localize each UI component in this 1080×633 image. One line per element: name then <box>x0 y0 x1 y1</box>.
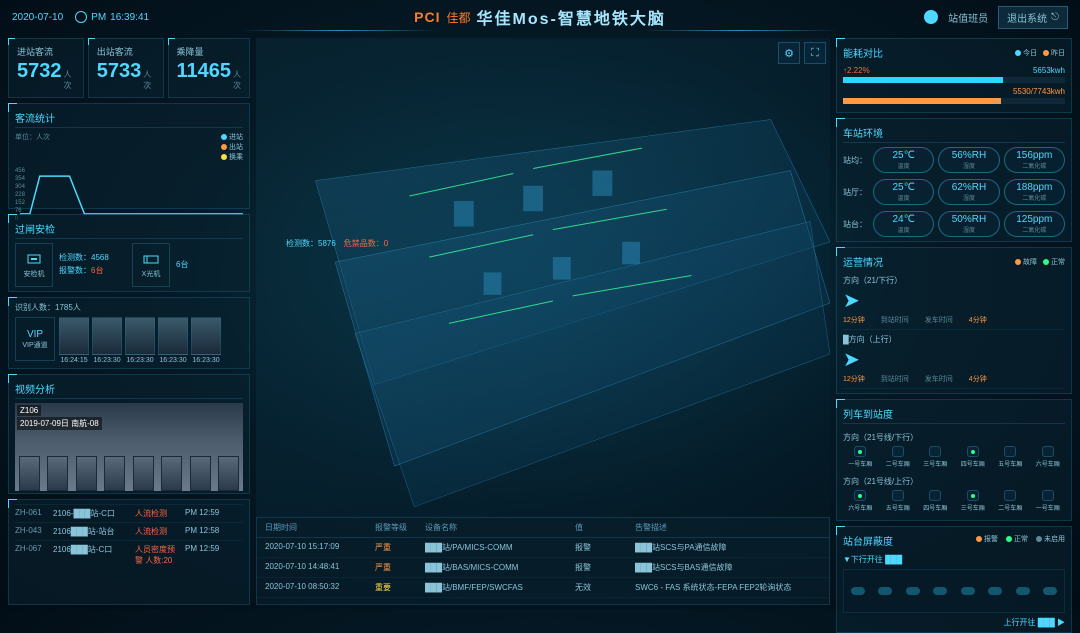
alert-list-panel: ZH-0612106-███站-C口人流检测PM 12:59ZH-0432106… <box>8 499 250 605</box>
time-display: PM 16:39:41 <box>75 11 149 23</box>
vip-face-list: 16:24:1516:23:3016:23:3016:23:3016:23:30 <box>59 317 243 364</box>
door-indicator <box>851 587 865 595</box>
train-schedule-panel: 列车到站度 方向（21号线/下行）一号车厢二号车厢三号车厢四号车厢五号车厢六号车… <box>836 399 1072 521</box>
header-title-group: PCI 佳都 华佳Mos-智慧地铁大脑 <box>414 5 666 29</box>
security-stats-1: 检测数：4568 报警数：6台 <box>59 252 126 278</box>
stat-row: 进站客流 5732人次 出站客流 5733人次 乘降量 11465人次 <box>8 38 250 98</box>
env-badge: 125ppm二氧化碳 <box>1004 211 1065 237</box>
stat-total: 乘降量 11465人次 <box>168 38 251 98</box>
direction-panel: 运营情况 故障正常 方向（21/下行）➤12分钟到站时间发车时间4分钟█方向（上… <box>836 247 1072 394</box>
train-direction: 方向（21号线/下行）一号车厢二号车厢三号车厢四号车厢五号车厢六号车厢 <box>843 428 1065 472</box>
env-row: 站厅：25℃温度62%RH湿度188ppm二氧化碳 <box>843 179 1065 205</box>
door-indicator <box>878 587 892 595</box>
env-row: 站均：25℃温度56%RH湿度156ppm二氧化碳 <box>843 147 1065 173</box>
energy-panel: 能耗对比 今日昨日 ↑2.22%5653kwh 5530/7743kwh <box>836 38 1072 113</box>
env-badge: 25℃温度 <box>873 147 934 173</box>
svg-text:304: 304 <box>15 184 26 190</box>
svg-text:354: 354 <box>15 176 26 182</box>
table-row[interactable]: 2020-07-10 14:48:41严重███站/BAS/MICS-COMM报… <box>257 558 829 578</box>
station-3d-view[interactable]: ⚙ ⛶ 检测数：5876 危禁品数：0 <box>256 38 830 517</box>
vip-channel-icon[interactable]: VIP VIP通道 <box>15 317 55 361</box>
environment-panel: 车站环境 站均：25℃温度56%RH湿度156ppm二氧化碳站厅：25℃温度62… <box>836 118 1072 242</box>
face-item[interactable]: 16:23:30 <box>125 317 155 364</box>
logout-icon: ⎋ <box>1051 12 1059 23</box>
env-badge: 62%RH湿度 <box>938 179 999 205</box>
train-direction: 方向（21号线/上行）六号车厢五号车厢四号车厢三号车厢二号车厢一号车厢 <box>843 472 1065 516</box>
env-badge: 56%RH湿度 <box>938 147 999 173</box>
svg-text:228: 228 <box>15 192 26 198</box>
header-left: 2020-07-10 PM 16:39:41 <box>12 11 149 23</box>
video-panel: 视频分析 Z106 2019-07-09日 南航-08 <box>8 374 250 494</box>
center-overlay-info: 检测数：5876 危禁品数：0 <box>286 238 388 249</box>
platform-door-viz <box>843 569 1065 613</box>
env-row: 站台：24℃温度50%RH湿度125ppm二氧化碳 <box>843 211 1065 237</box>
alarm-table: 日期时间报警等级设备名称值告警描述 2020-07-10 15:17:09严重█… <box>256 517 830 605</box>
direction-row: 方向（21/下行）➤12分钟到站时间发车时间4分钟 <box>843 271 1065 330</box>
header: 2020-07-10 PM 16:39:41 PCI 佳都 华佳Mos-智慧地铁… <box>0 0 1080 34</box>
face-item[interactable]: 16:23:30 <box>92 317 122 364</box>
flow-chart-panel: 客流统计 单位：人次 进站 出站 换乘 456354304228152760 <box>8 103 250 209</box>
clock-icon <box>75 11 87 23</box>
logo-sub: 佳都 <box>446 9 470 26</box>
right-column: 能耗对比 今日昨日 ↑2.22%5653kwh 5530/7743kwh 车站环… <box>836 38 1072 605</box>
security-panel: 过闸安检 安检机 检测数：4568 报警数：6台 X光机 6台 <box>8 214 250 292</box>
settings-icon[interactable]: ⚙ <box>778 42 800 64</box>
app-title: 华佳Mos-智慧地铁大脑 <box>477 5 666 29</box>
video-feed[interactable]: Z106 2019-07-09日 南航-08 <box>15 403 243 491</box>
env-badge: 50%RH湿度 <box>938 211 999 237</box>
fullscreen-icon[interactable]: ⛶ <box>804 42 826 64</box>
door-indicator <box>1043 587 1057 595</box>
alert-row[interactable]: ZH-0612106-███站-C口人流检测PM 12:59 <box>15 504 243 522</box>
stat-out: 出站客流 5733人次 <box>88 38 164 98</box>
platform-panel: 站台屏蔽度 报警正常未启用 ▼下行开往 ███ 上行开往 ███ ▶ <box>836 526 1072 633</box>
env-badge: 188ppm二氧化碳 <box>1004 179 1065 205</box>
logo: PCI <box>414 9 440 25</box>
door-indicator <box>933 587 947 595</box>
alert-row[interactable]: ZH-0672106███站-C口人员密度预警 人数:20PM 12:59 <box>15 540 243 569</box>
xray-machine-icon[interactable]: X光机 <box>132 243 170 287</box>
face-item[interactable]: 16:24:15 <box>59 317 89 364</box>
chart-legend: 单位：人次 进站 出站 换乘 <box>15 132 243 162</box>
logout-button[interactable]: 退出系统 ⎋ <box>998 6 1068 29</box>
env-badge: 25℃温度 <box>873 179 934 205</box>
door-indicator <box>1016 587 1030 595</box>
svg-text:76: 76 <box>15 208 22 214</box>
vip-panel: 识别人数：1785人 VIP VIP通道 16:24:1516:23:3016:… <box>8 297 250 369</box>
svg-text:456: 456 <box>15 168 26 174</box>
station-3d-svg <box>256 38 830 517</box>
header-decoration <box>240 30 840 38</box>
table-row[interactable]: 2020-07-10 15:17:09严重███站/PA/MICS-COMM报警… <box>257 538 829 558</box>
env-badge: 156ppm二氧化碳 <box>1004 147 1065 173</box>
door-indicator <box>961 587 975 595</box>
date-display: 2020-07-10 <box>12 12 63 23</box>
left-column: 进站客流 5732人次 出站客流 5733人次 乘降量 11465人次 客流统计… <box>8 38 250 605</box>
security-machine-icon[interactable]: 安检机 <box>15 243 53 287</box>
door-indicator <box>906 587 920 595</box>
env-badge: 24℃温度 <box>873 211 934 237</box>
table-row[interactable]: 2020-07-10 08:50:32重要███站/BMF/FEP/SWCFAS… <box>257 578 829 598</box>
user-avatar-icon[interactable] <box>924 10 938 24</box>
stat-in: 进站客流 5732人次 <box>8 38 84 98</box>
face-item[interactable]: 16:23:30 <box>158 317 188 364</box>
door-indicator <box>988 587 1002 595</box>
alert-row[interactable]: ZH-0432106███站-站台人流检测PM 12:58 <box>15 522 243 540</box>
security-stats-2: 6台 <box>176 259 243 272</box>
view-toolbar: ⚙ ⛶ <box>778 42 826 64</box>
face-item[interactable]: 16:23:30 <box>191 317 221 364</box>
svg-text:152: 152 <box>15 200 25 206</box>
direction-row: █方向（上行）➤12分钟到站时间发车时间4分钟 <box>843 330 1065 389</box>
user-role: 站值班员 <box>948 10 988 25</box>
header-right: 站值班员 退出系统 ⎋ <box>924 6 1068 29</box>
center-column: ⚙ ⛶ 检测数：5876 危禁品数：0 日期时间报警等级设备名称值告警描述 20… <box>256 38 830 605</box>
